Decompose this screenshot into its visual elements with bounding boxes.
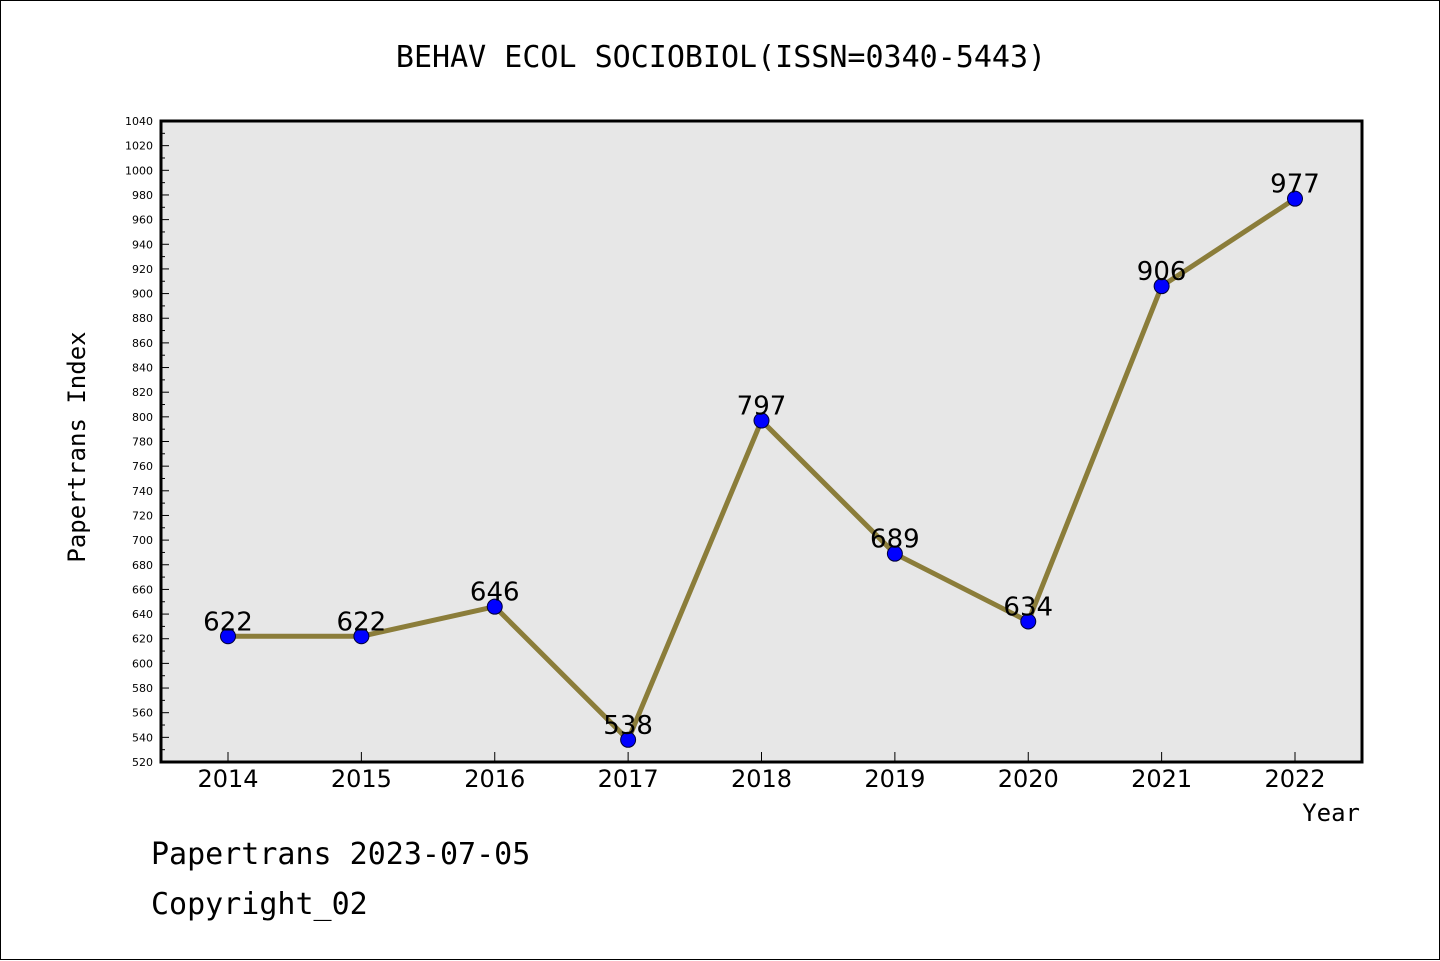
y-tick-label: 700 bbox=[132, 534, 153, 547]
data-label: 622 bbox=[337, 607, 387, 637]
y-tick-label: 600 bbox=[132, 657, 153, 670]
x-tick-label: 2016 bbox=[464, 765, 525, 793]
data-labels: 622 622 646 538 797 689 634 906 977 bbox=[203, 170, 1320, 741]
y-tick-label: 540 bbox=[132, 731, 153, 744]
y-tick-label: 920 bbox=[132, 263, 153, 276]
data-label: 634 bbox=[1003, 592, 1053, 622]
y-tick-label: 940 bbox=[132, 238, 153, 251]
x-tick-label: 2021 bbox=[1131, 765, 1192, 793]
data-point bbox=[620, 731, 637, 748]
x-axis: 2014 2015 2016 2017 2018 2019 2020 2021 2022 bbox=[197, 752, 1326, 793]
y-tick-label: 620 bbox=[132, 633, 153, 646]
data-label: 797 bbox=[737, 392, 787, 422]
y-tick-label: 680 bbox=[132, 559, 153, 572]
y-tick-label: 760 bbox=[132, 460, 153, 473]
data-point bbox=[353, 628, 370, 645]
chart-title: BEHAV ECOL SOCIOBIOL(ISSN=0340-5443) bbox=[396, 40, 1046, 75]
y-tick-label: 840 bbox=[132, 362, 153, 375]
y-tick-label: 660 bbox=[132, 583, 153, 596]
data-label: 538 bbox=[603, 711, 653, 741]
data-point bbox=[486, 598, 503, 615]
y-tick-label: 640 bbox=[132, 608, 153, 621]
x-tick-label: 2020 bbox=[998, 765, 1059, 793]
x-axis-title: Year bbox=[1302, 799, 1360, 827]
x-tick-label: 2018 bbox=[731, 765, 792, 793]
y-tick-label: 860 bbox=[132, 337, 153, 350]
y-tick-label: 780 bbox=[132, 436, 153, 449]
y-tick-label: 720 bbox=[132, 509, 153, 522]
y-tick-label: 560 bbox=[132, 707, 153, 720]
data-label: 906 bbox=[1137, 257, 1187, 287]
y-tick-label: 1000 bbox=[125, 164, 153, 177]
x-tick-label: 2017 bbox=[598, 765, 659, 793]
plot-area bbox=[159, 119, 1364, 764]
y-tick-label: 880 bbox=[132, 312, 153, 325]
y-tick-label: 980 bbox=[132, 189, 153, 202]
footer-copyright-text: Copyright_02 bbox=[151, 887, 368, 922]
series-line-group bbox=[220, 190, 1303, 748]
data-point bbox=[886, 545, 903, 562]
y-tick-label: 740 bbox=[132, 485, 153, 498]
data-point bbox=[220, 628, 236, 645]
x-tick-label: 2015 bbox=[331, 765, 392, 793]
y-tick-label: 1020 bbox=[125, 140, 153, 153]
data-point bbox=[1287, 190, 1303, 207]
y-tick-label: 900 bbox=[132, 288, 153, 301]
y-axis: 520 540 560 580 600 620 640 660 680 700 720 740 760 7… bbox=[125, 115, 169, 769]
data-point bbox=[1153, 278, 1170, 295]
y-tick-label: 960 bbox=[132, 214, 153, 227]
y-tick-label: 800 bbox=[132, 411, 153, 424]
x-tick-label: 2022 bbox=[1264, 765, 1325, 793]
data-label: 646 bbox=[470, 578, 520, 608]
data-label: 977 bbox=[1270, 170, 1320, 200]
x-tick-label: 2014 bbox=[197, 765, 258, 793]
data-label: 622 bbox=[203, 607, 253, 637]
data-label: 689 bbox=[870, 525, 920, 555]
y-tick-label: 820 bbox=[132, 386, 153, 399]
x-tick-label: 2019 bbox=[864, 765, 925, 793]
footer-date-text: Papertrans 2023-07-05 bbox=[151, 837, 531, 872]
y-tick-label: 580 bbox=[132, 682, 153, 695]
y-tick-label: 1040 bbox=[125, 115, 153, 128]
data-point bbox=[753, 412, 770, 429]
y-axis-title: Papertrans Index bbox=[63, 331, 91, 562]
y-tick-label: 520 bbox=[132, 756, 153, 769]
data-point bbox=[1020, 613, 1037, 630]
